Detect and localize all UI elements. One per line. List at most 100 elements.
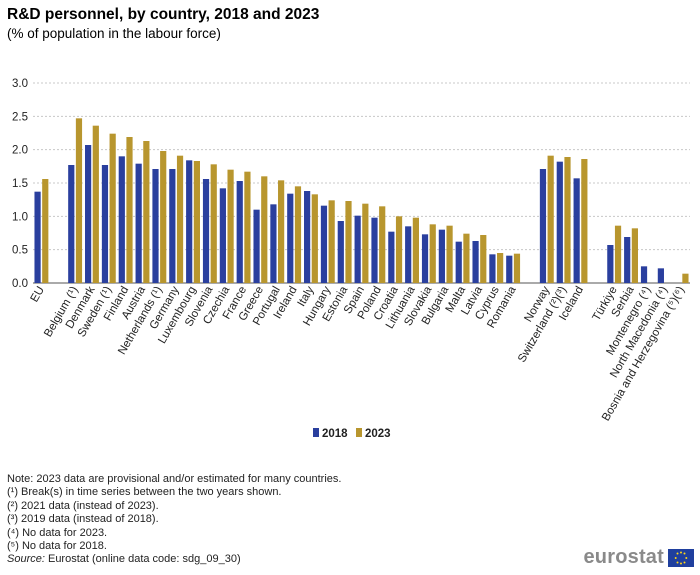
note-line: (¹) Break(s) in time series between the … (7, 486, 282, 499)
y-tick-label: 2.5 (12, 111, 28, 123)
bar-2023 (412, 217, 419, 283)
bar-2018 (202, 179, 210, 283)
bar-2023 (176, 155, 184, 283)
bar-2018 (152, 169, 159, 283)
y-tick-label: 0.0 (12, 278, 28, 290)
bar-2018 (657, 268, 664, 283)
bar-2018 (320, 205, 328, 283)
bar-2018 (354, 215, 361, 283)
x-category-label: EU (29, 285, 47, 305)
bar-2018 (34, 191, 41, 283)
bar-2018 (607, 245, 614, 283)
y-tick-label: 1.0 (12, 211, 28, 223)
chart-subtitle: (% of population in the labour force) (7, 26, 221, 41)
bar-2018 (388, 231, 395, 283)
chart-title: R&D personnel, by country, 2018 and 2023 (7, 6, 320, 23)
note-line: (³) 2019 data (instead of 2018). (7, 513, 159, 526)
bar-2023 (160, 151, 167, 283)
bar-2023 (210, 164, 217, 283)
legend-swatch-2018 (313, 428, 319, 437)
bar-2023 (328, 200, 335, 283)
bar-2018 (573, 178, 580, 283)
bar-2023 (513, 253, 521, 283)
bar-2023 (294, 186, 302, 283)
logo-text: eurostat (583, 546, 664, 568)
bar-2018 (371, 217, 378, 283)
note-line: (⁵) No data for 2018. (7, 540, 107, 553)
bar-2023 (261, 176, 268, 283)
note-line: (²) 2021 data (instead of 2023). (7, 499, 159, 512)
bars (34, 118, 689, 283)
legend: 2018 2023 (313, 428, 391, 440)
eurostat-logo: eurostat (583, 546, 694, 569)
legend-swatch-2023 (356, 428, 362, 437)
bar-2018 (68, 165, 75, 283)
bar-2018 (219, 188, 226, 283)
bar-2018 (489, 254, 496, 283)
y-tick-label: 2.0 (12, 145, 28, 157)
bar-2018 (624, 237, 631, 283)
bar-2018 (640, 266, 648, 283)
bar-2018 (472, 241, 479, 283)
bar-2018 (438, 229, 445, 283)
bar-2023 (193, 161, 200, 283)
bar-2023 (429, 224, 436, 283)
bar-2023 (547, 155, 554, 283)
bar-2023 (581, 159, 588, 283)
legend-label-2023: 2023 (365, 428, 391, 440)
source-text: Eurostat (online data code: sdg_09_30) (44, 553, 241, 566)
bar-2023 (463, 233, 470, 283)
bar-2023 (92, 125, 99, 283)
bar-2023 (564, 157, 571, 283)
legend-label-2018: 2018 (322, 428, 348, 440)
bar-2018 (421, 234, 429, 283)
bar-2023 (143, 141, 150, 283)
bar-2023 (278, 180, 285, 283)
bar-2018 (253, 209, 260, 283)
bar-2023 (614, 225, 622, 283)
y-tick-label: 0.5 (12, 245, 28, 257)
bar-2023 (446, 225, 453, 283)
bar-2018 (169, 169, 176, 283)
y-tick-label: 3.0 (12, 78, 28, 90)
bar-2018 (186, 160, 193, 283)
bar-2023 (631, 228, 638, 283)
bar-2018 (135, 163, 142, 283)
bar-2023 (345, 201, 352, 283)
bar-2023 (362, 203, 369, 283)
bar-2023 (480, 235, 487, 283)
source-line: Source: Eurostat (online data code: sdg_… (7, 553, 341, 566)
bar-2018 (539, 169, 547, 283)
bar-2018 (101, 165, 109, 283)
note-line: Note: 2023 data are provisional and/or e… (7, 473, 342, 485)
bar-2023 (75, 118, 83, 283)
bar-2018 (455, 241, 462, 283)
bar-2023 (497, 253, 504, 283)
y-axis-ticks: 0.0 0.5 1.0 1.5 2.0 2.5 3.0 (12, 78, 28, 290)
bar-2023 (379, 206, 386, 283)
bar-2018 (304, 191, 311, 283)
bar-2023 (311, 194, 318, 283)
bar-2023 (126, 137, 133, 283)
bar-2018 (405, 226, 412, 283)
y-tick-label: 1.5 (12, 178, 28, 190)
gridlines (33, 82, 690, 284)
bar-2018 (506, 255, 513, 283)
bar-2018 (270, 204, 277, 283)
bar-2018 (85, 145, 92, 283)
source-label: Source: (7, 553, 45, 566)
bar-2023 (42, 179, 49, 283)
eu-flag-icon (668, 548, 694, 567)
footnotes: Note: 2023 data are provisional and/or e… (7, 473, 341, 567)
bar-2023 (395, 216, 403, 283)
bar-2018 (118, 156, 125, 283)
bar-2018 (287, 193, 294, 283)
bar-2023 (109, 133, 116, 283)
bar-2018 (337, 221, 344, 283)
note-line: (⁴) No data for 2023. (7, 526, 108, 539)
bar-2023 (682, 273, 689, 283)
bar-2023 (244, 171, 251, 283)
bar-2023 (227, 169, 234, 283)
